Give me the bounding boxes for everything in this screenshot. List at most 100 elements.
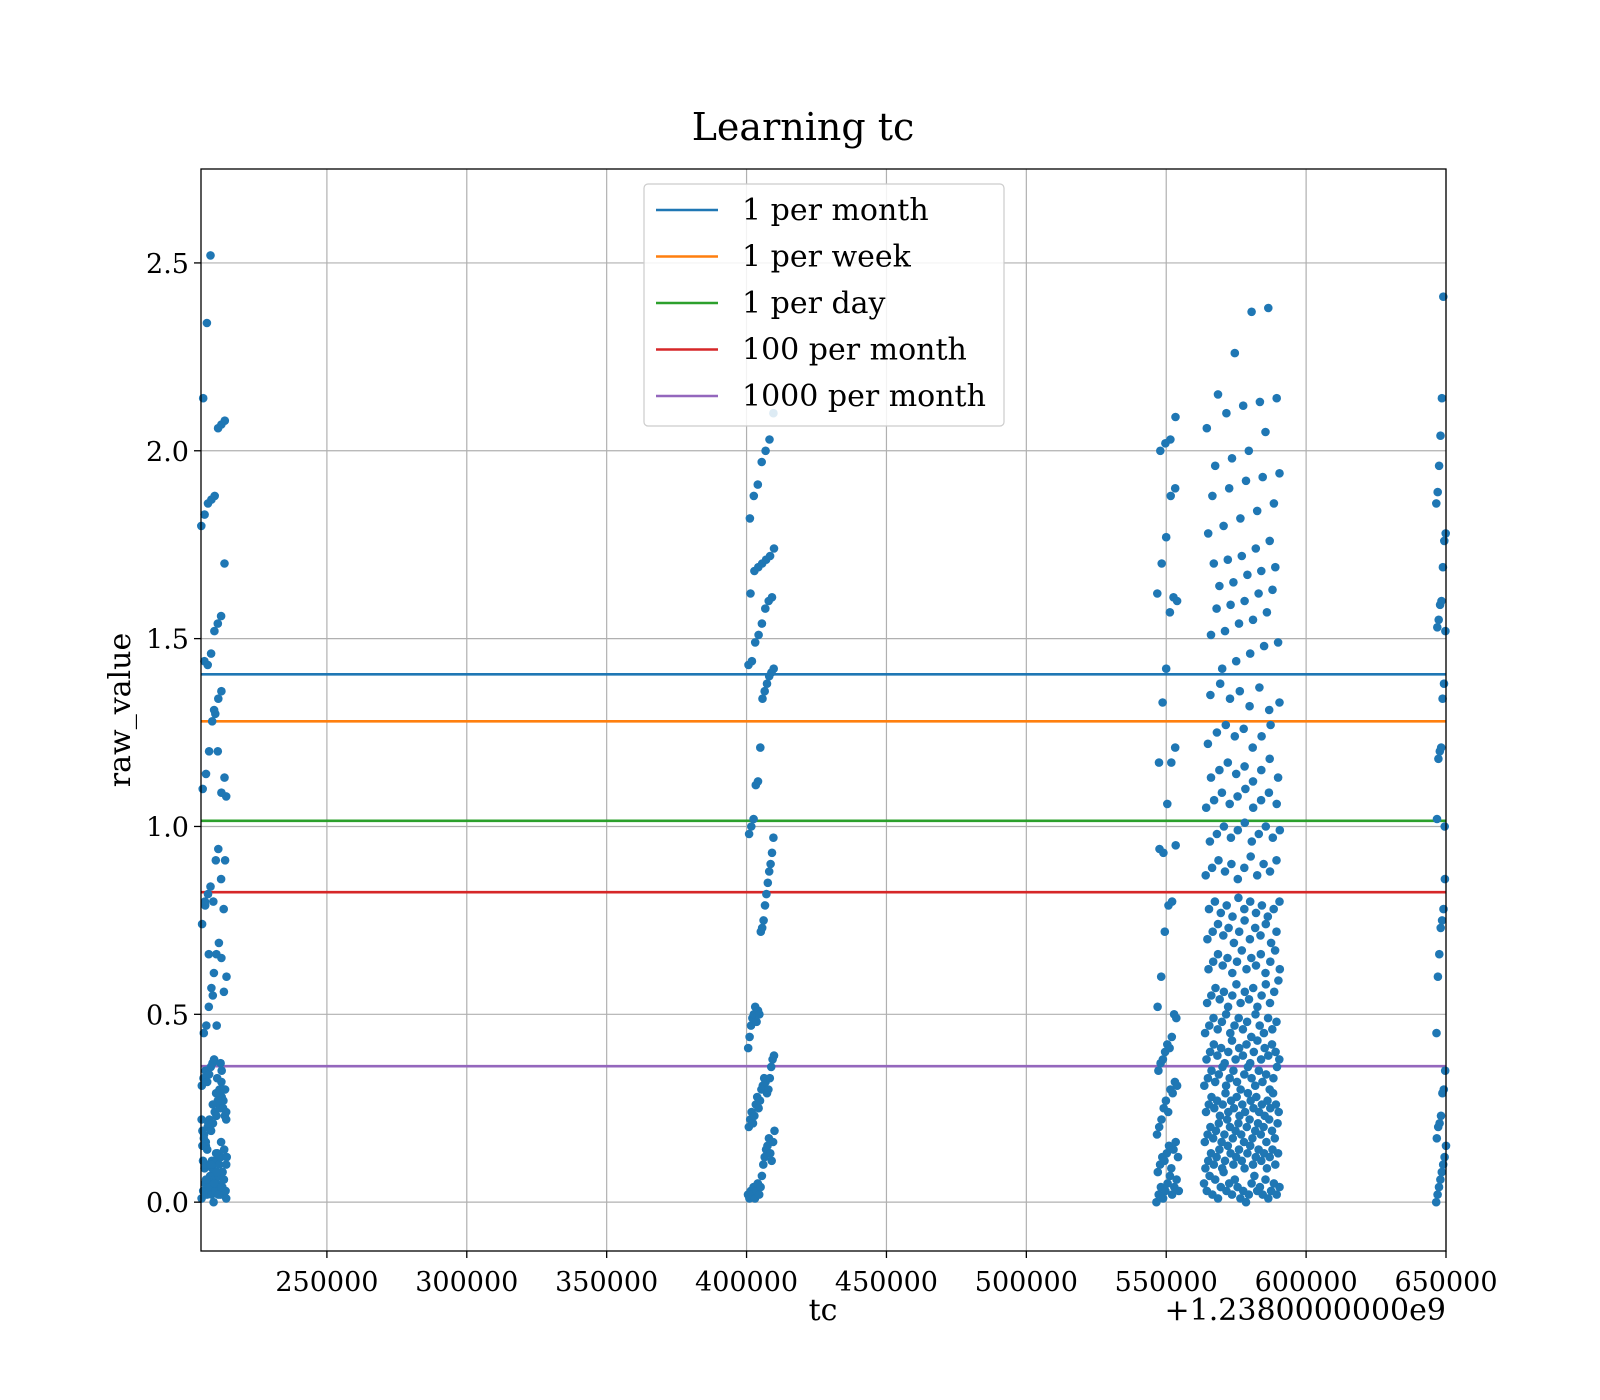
scatter-point [1171, 412, 1180, 422]
scatter-point [220, 773, 229, 782]
scatter-point [1208, 927, 1217, 936]
x-axis-ticks: 250000 300000 350000 400000 450000 500000 5500… [275, 1251, 1498, 1298]
scatter-point [1213, 1025, 1222, 1034]
scatter-point [212, 1073, 222, 1083]
scatter-point [1210, 897, 1220, 906]
scatter-point [769, 664, 778, 673]
scatter-point [1161, 532, 1171, 542]
scatter-point [1215, 679, 1225, 688]
scatter-point [1273, 1149, 1283, 1158]
scatter-point [1209, 1160, 1219, 1169]
scatter-point [1227, 859, 1236, 869]
scatter-point [1209, 559, 1219, 568]
scatter-point [200, 510, 209, 519]
scatter-point [204, 949, 214, 959]
scatter-point [1265, 536, 1274, 546]
scatter-point [1227, 454, 1237, 463]
scatter-point [1263, 1096, 1272, 1105]
scatter-point [746, 589, 755, 598]
scatter-point [1252, 871, 1262, 880]
scatter-point [1212, 728, 1222, 737]
scatter-point [1436, 1175, 1445, 1184]
scatter-point [1212, 604, 1221, 613]
scatter-point [1173, 1152, 1183, 1162]
scatter-point [1201, 1107, 1211, 1117]
scatter-point [1230, 1175, 1240, 1184]
scatter-point [1206, 630, 1216, 640]
scatter-point [750, 638, 760, 647]
scatter-point [1245, 1058, 1255, 1068]
scatter-point [1218, 961, 1227, 970]
scatter-point [1171, 1137, 1180, 1147]
scatter-point [1250, 1171, 1259, 1181]
scatter-point [1273, 1119, 1282, 1128]
scatter-point [1167, 1164, 1176, 1173]
scatter-point [1154, 1122, 1164, 1132]
scatter-point [1172, 1175, 1181, 1184]
scatter-point [1229, 1066, 1238, 1075]
scatter-point [1271, 1160, 1280, 1169]
scatter-point [1250, 1081, 1260, 1090]
scatter-point [1171, 841, 1180, 850]
y-axis-label: raw_value [103, 633, 138, 787]
scatter-point [1220, 1156, 1230, 1166]
scatter-point [1166, 435, 1175, 444]
scatter-point [1273, 638, 1283, 647]
scatter-point [1152, 1197, 1161, 1207]
scatter-point [1241, 784, 1250, 794]
scatter-point [1219, 987, 1229, 997]
scatter-point [759, 916, 768, 925]
scatter-point [1440, 536, 1449, 546]
scatter-point [1210, 1175, 1220, 1184]
scatter-point [1249, 1047, 1259, 1057]
scatter-point [1204, 904, 1214, 914]
scatter-point [1244, 1190, 1254, 1199]
scatter-point [222, 1152, 231, 1162]
scatter-point [1271, 1047, 1280, 1057]
scatter-point [217, 686, 226, 696]
scatter-point [1153, 1002, 1162, 1012]
scatter-point [753, 480, 763, 489]
y-tick-label: 2.5 [146, 249, 189, 280]
scatter-point [1234, 1013, 1243, 1023]
scatter-point [1266, 957, 1275, 966]
scatter-point [1210, 1103, 1219, 1113]
scatter-point [1216, 908, 1226, 918]
scatter-point [756, 743, 765, 752]
scatter-point [1207, 991, 1216, 1000]
scatter-point [1157, 1115, 1166, 1124]
scatter-point [1221, 1010, 1231, 1019]
scatter-point [204, 1119, 213, 1128]
scatter-point [213, 619, 223, 628]
scatter-point [1214, 1119, 1224, 1128]
scatter-point [1275, 1055, 1284, 1064]
scatter-point [757, 1171, 767, 1181]
scatter-point [1208, 957, 1218, 966]
scatter-point [1436, 923, 1445, 933]
scatter-point [1240, 863, 1249, 873]
scatter-point [745, 514, 755, 523]
scatter-point [1275, 698, 1284, 707]
scatter-point [755, 1096, 765, 1105]
scatter-point [217, 1182, 226, 1192]
scatter-point [1257, 732, 1266, 741]
scatter-point [1254, 1066, 1264, 1075]
scatter-point [747, 656, 757, 666]
scatter-point [1204, 964, 1213, 974]
scatter-point [214, 694, 223, 703]
scatter-point [767, 848, 777, 858]
scatter-point [760, 686, 769, 696]
scatter-point [1167, 758, 1176, 767]
scatter-point [1248, 777, 1258, 786]
scatter-point [1247, 953, 1256, 963]
scatter-point [1223, 1141, 1233, 1151]
scatter-point [1240, 762, 1249, 771]
scatter-point [1238, 401, 1248, 411]
scatter-point [1435, 1119, 1444, 1128]
scatter-point [1247, 1073, 1256, 1083]
scatter-point [217, 953, 226, 963]
scatter-point [765, 1073, 775, 1083]
scatter-point [1272, 1190, 1281, 1199]
legend-entry-label: 1000 per month [742, 379, 986, 414]
